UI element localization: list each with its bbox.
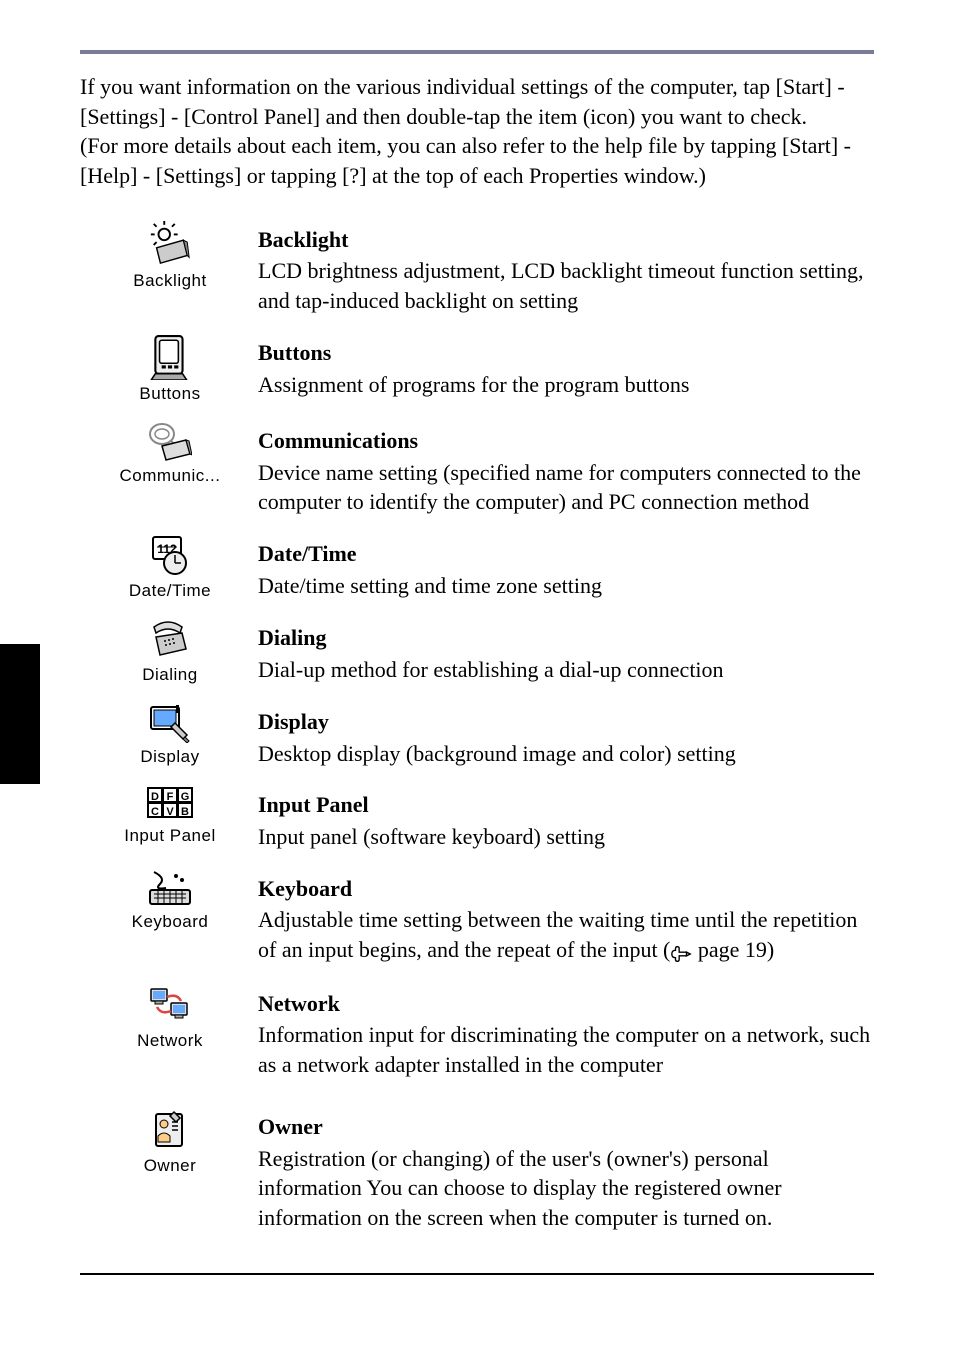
svg-text:B: B bbox=[181, 806, 189, 818]
icon-column: Owner bbox=[110, 1108, 230, 1176]
text-column: Owner Registration (or changing) of the … bbox=[258, 1108, 874, 1233]
item-heading: Communications bbox=[258, 426, 874, 456]
item-description: Information input for discriminating the… bbox=[258, 1020, 874, 1079]
item-description: Adjustable time setting between the wait… bbox=[258, 905, 874, 966]
item-heading: Date/Time bbox=[258, 539, 874, 569]
settings-items-list: Backlight Backlight LCD brightness adjus… bbox=[110, 221, 874, 1233]
icon-caption: Keyboard bbox=[110, 912, 230, 932]
svg-text:D: D bbox=[151, 791, 159, 803]
list-item: Buttons Buttons Assignment of programs f… bbox=[110, 334, 874, 404]
bottom-horizontal-rule bbox=[80, 1273, 874, 1275]
icon-caption: Input Panel bbox=[110, 826, 230, 846]
item-heading: Owner bbox=[258, 1112, 874, 1142]
pointer-hand-icon bbox=[670, 937, 692, 967]
list-item: Network Network Information input for di… bbox=[110, 985, 874, 1080]
icon-caption: Buttons bbox=[110, 384, 230, 404]
item-heading: Keyboard bbox=[258, 874, 874, 904]
icon-column: D F G C V B Input Panel bbox=[110, 786, 230, 846]
icon-caption: Dialing bbox=[110, 665, 230, 685]
item-description: LCD brightness adjustment, LCD backlight… bbox=[258, 256, 874, 315]
icon-caption: Display bbox=[110, 747, 230, 767]
display-icon bbox=[110, 703, 230, 743]
icon-caption: Communic... bbox=[110, 466, 230, 486]
icon-column: Network bbox=[110, 985, 230, 1051]
icon-column: Backlight bbox=[110, 221, 230, 291]
list-item: Backlight Backlight LCD brightness adjus… bbox=[110, 221, 874, 316]
list-item: Display Display Desktop display (backgro… bbox=[110, 703, 874, 768]
intro-paragraph: If you want information on the various i… bbox=[80, 72, 874, 191]
item-description: Input panel (software keyboard) setting bbox=[258, 822, 874, 852]
icon-caption: Owner bbox=[110, 1156, 230, 1176]
svg-text:F: F bbox=[167, 791, 174, 803]
list-item: D F G C V B Input Panel I bbox=[110, 786, 874, 851]
list-item: Communic... Communications Device name s… bbox=[110, 422, 874, 517]
list-item: Dialing Dialing Dial-up method for estab… bbox=[110, 619, 874, 685]
icon-caption: Date/Time bbox=[110, 581, 230, 601]
intro-line-1: If you want information on the various i… bbox=[80, 74, 845, 129]
icon-column: Dialing bbox=[110, 619, 230, 685]
item-description: Device name setting (specified name for … bbox=[258, 458, 874, 517]
text-column: Date/Time Date/time setting and time zon… bbox=[258, 535, 874, 600]
document-page: If you want information on the various i… bbox=[0, 0, 954, 1325]
item-description: Date/time setting and time zone setting bbox=[258, 571, 874, 601]
icon-column: Buttons bbox=[110, 334, 230, 404]
intro-line-2: (For more details about each item, you c… bbox=[80, 133, 851, 188]
icon-column: Keyboard bbox=[110, 870, 230, 932]
item-heading: Backlight bbox=[258, 225, 874, 255]
item-heading: Network bbox=[258, 989, 874, 1019]
svg-text:G: G bbox=[181, 791, 190, 803]
text-column: Dialing Dial-up method for establishing … bbox=[258, 619, 874, 684]
keyboard-icon bbox=[110, 870, 230, 908]
item-description: Registration (or changing) of the user's… bbox=[258, 1144, 874, 1233]
buttons-icon bbox=[110, 334, 230, 380]
item-description: Assignment of programs for the program b… bbox=[258, 370, 874, 400]
icon-caption: Backlight bbox=[110, 271, 230, 291]
list-item: Keyboard Keyboard Adjustable time settin… bbox=[110, 870, 874, 967]
network-icon bbox=[110, 985, 230, 1027]
svg-text:C: C bbox=[151, 806, 159, 818]
icon-column: 112 Date/Time bbox=[110, 535, 230, 601]
item-heading: Buttons bbox=[258, 338, 874, 368]
item-heading: Display bbox=[258, 707, 874, 737]
dialing-icon bbox=[110, 619, 230, 661]
desc-after: page 19) bbox=[692, 937, 774, 962]
item-heading: Input Panel bbox=[258, 790, 874, 820]
text-column: Keyboard Adjustable time setting between… bbox=[258, 870, 874, 967]
text-column: Communications Device name setting (spec… bbox=[258, 422, 874, 517]
item-heading: Dialing bbox=[258, 623, 874, 653]
input-panel-icon: D F G C V B bbox=[110, 786, 230, 822]
item-description: Dial-up method for establishing a dial-u… bbox=[258, 655, 874, 685]
text-column: Network Information input for discrimina… bbox=[258, 985, 874, 1080]
text-column: Input Panel Input panel (software keyboa… bbox=[258, 786, 874, 851]
icon-caption: Network bbox=[110, 1031, 230, 1051]
top-horizontal-rule bbox=[80, 50, 874, 54]
item-description: Desktop display (background image and co… bbox=[258, 739, 874, 769]
text-column: Buttons Assignment of programs for the p… bbox=[258, 334, 874, 399]
icon-column: Display bbox=[110, 703, 230, 767]
backlight-icon bbox=[110, 221, 230, 267]
text-column: Backlight LCD brightness adjustment, LCD… bbox=[258, 221, 874, 316]
svg-text:V: V bbox=[166, 806, 174, 818]
list-item: Owner Owner Registration (or changing) o… bbox=[110, 1108, 874, 1233]
datetime-icon: 112 bbox=[110, 535, 230, 577]
communications-icon bbox=[110, 422, 230, 462]
list-item: 112 Date/Time Date/Time Date/time settin… bbox=[110, 535, 874, 601]
text-column: Display Desktop display (background imag… bbox=[258, 703, 874, 768]
owner-icon bbox=[110, 1108, 230, 1152]
icon-column: Communic... bbox=[110, 422, 230, 486]
